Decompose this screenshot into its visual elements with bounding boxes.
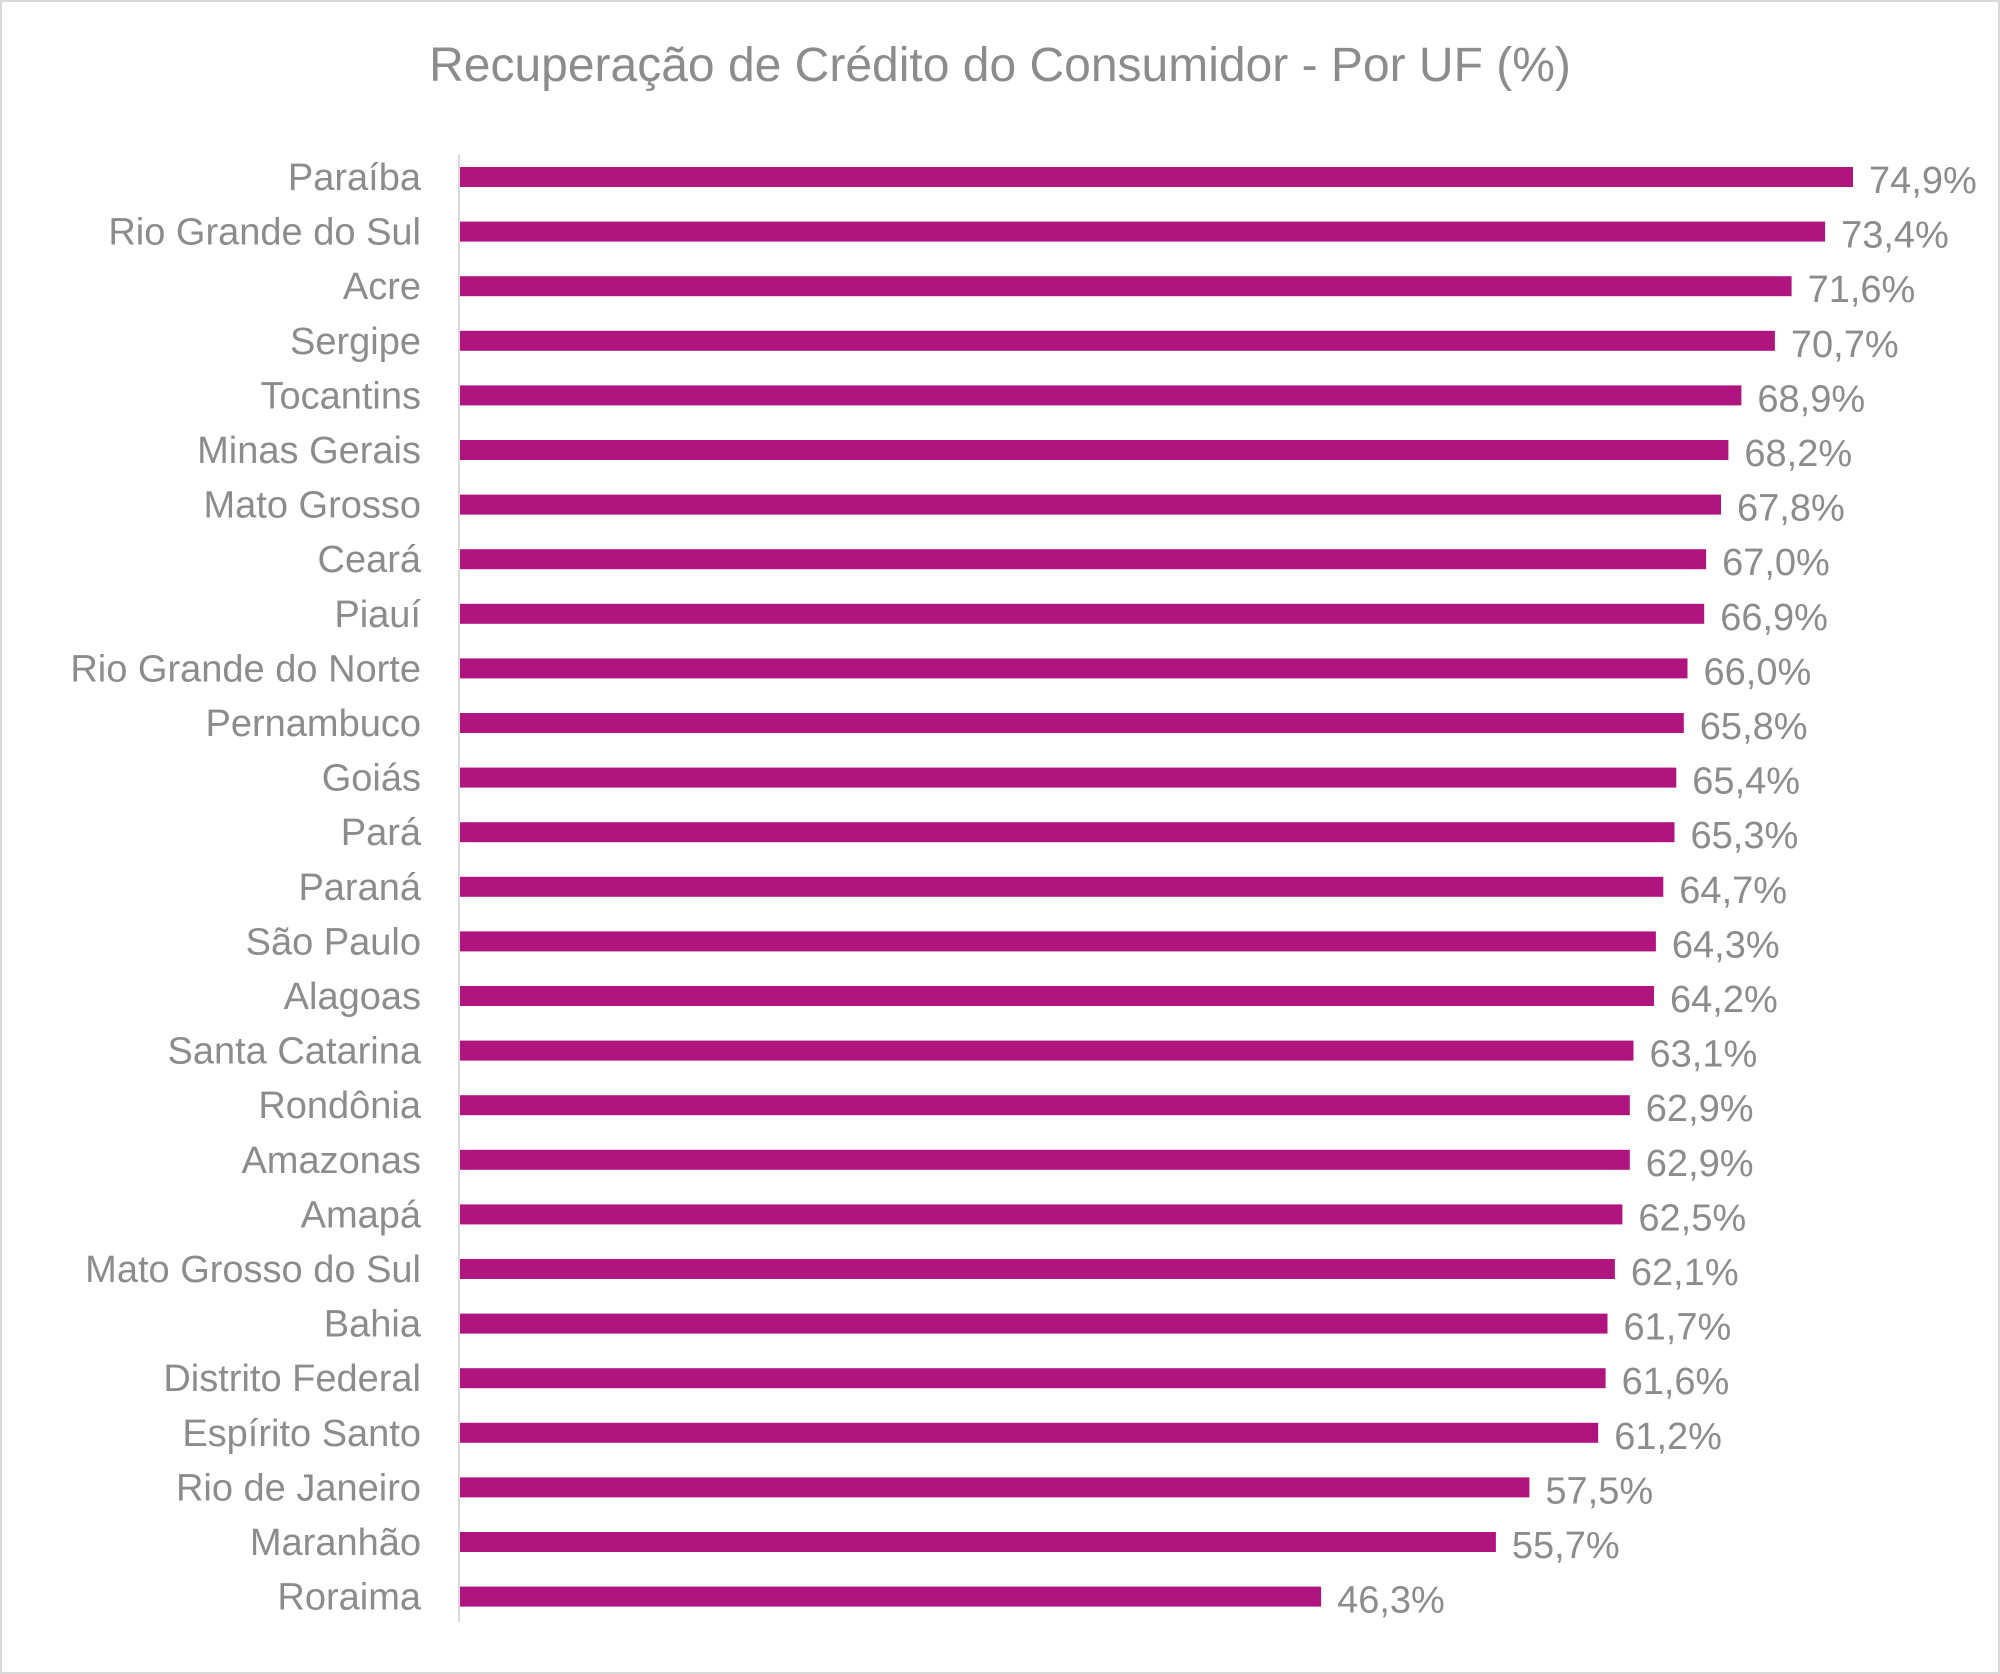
bar: [460, 549, 1707, 570]
data-label: 71,6%: [1808, 269, 1916, 311]
category-label: Pará: [341, 812, 422, 854]
bar: [460, 1422, 1599, 1443]
data-label: 64,3%: [1672, 924, 1780, 966]
bar: [460, 1477, 1530, 1498]
data-label: 65,4%: [1692, 761, 1800, 803]
data-label: 66,0%: [1704, 651, 1812, 693]
category-label: Mato Grosso: [203, 485, 421, 527]
bar: [460, 658, 1688, 679]
bar: [460, 1259, 1615, 1279]
category-label: Alagoas: [284, 976, 421, 1018]
bar: [460, 986, 1654, 1006]
category-label: Bahia: [324, 1304, 422, 1346]
data-label: 61,2%: [1614, 1416, 1722, 1458]
category-label: Paraíba: [288, 157, 422, 199]
category-label: Santa Catarina: [168, 1031, 422, 1073]
category-label: Rio de Janeiro: [176, 1467, 421, 1509]
data-label: 55,7%: [1512, 1525, 1620, 1567]
category-label: São Paulo: [246, 921, 421, 963]
data-label: 70,7%: [1791, 324, 1899, 366]
data-label: 57,5%: [1545, 1470, 1653, 1512]
category-label: Paraná: [298, 867, 421, 909]
category-label: Distrito Federal: [163, 1358, 421, 1400]
category-label: Maranhão: [250, 1522, 421, 1564]
data-label: 62,9%: [1646, 1143, 1754, 1185]
category-label: Mato Grosso do Sul: [85, 1249, 421, 1291]
category-label: Minas Gerais: [197, 430, 421, 472]
data-label: 46,3%: [1337, 1580, 1445, 1622]
bar: [460, 167, 1853, 187]
bar: [460, 1532, 1496, 1552]
data-label: 62,1%: [1631, 1252, 1739, 1294]
category-label: Ceará: [318, 539, 422, 581]
bar: [460, 494, 1721, 515]
bar: [460, 276, 1792, 297]
bar: [460, 1204, 1623, 1225]
data-label: 67,8%: [1737, 488, 1845, 530]
data-label: 68,9%: [1757, 378, 1865, 420]
bar: [460, 767, 1677, 788]
bar: [460, 1313, 1608, 1334]
category-label: Piauí: [334, 594, 421, 636]
bar: [460, 931, 1656, 952]
bar: [460, 221, 1826, 242]
data-label: 65,8%: [1700, 706, 1808, 748]
bar: [460, 603, 1705, 624]
category-label: Espírito Santo: [182, 1413, 421, 1455]
data-label: 64,7%: [1679, 870, 1787, 912]
bar: [460, 440, 1729, 460]
chart-title: Recuperação de Crédito do Consumidor - P…: [429, 39, 1571, 92]
data-label: 66,9%: [1720, 597, 1828, 639]
category-label: Tocantins: [260, 375, 421, 417]
bar: [460, 822, 1675, 843]
data-label: 73,4%: [1841, 215, 1949, 257]
category-label: Goiás: [322, 758, 421, 800]
category-label: Pernambuco: [206, 703, 421, 745]
data-label: 64,2%: [1670, 979, 1778, 1021]
bar: [460, 1149, 1630, 1170]
data-label: 61,6%: [1622, 1361, 1730, 1403]
category-label: Sergipe: [290, 321, 421, 363]
data-label: 67,0%: [1722, 542, 1830, 584]
category-label: Roraima: [277, 1577, 421, 1619]
bar: [460, 1368, 1606, 1389]
data-label: 74,9%: [1869, 160, 1977, 202]
data-label: 63,1%: [1650, 1034, 1758, 1076]
bar: [460, 1586, 1322, 1607]
bar: [460, 713, 1684, 733]
data-label: 68,2%: [1744, 433, 1852, 475]
bar: [460, 1040, 1634, 1061]
category-label: Acre: [343, 266, 421, 308]
data-label: 62,5%: [1638, 1197, 1746, 1239]
data-label: 62,9%: [1646, 1088, 1754, 1130]
data-label: 65,3%: [1691, 815, 1799, 857]
category-label: Amapá: [301, 1194, 422, 1236]
bar: [460, 385, 1742, 406]
category-label: Rondônia: [258, 1085, 422, 1127]
bar: [460, 1095, 1630, 1116]
bar: [460, 330, 1775, 351]
category-label: Rio Grande do Norte: [70, 648, 421, 690]
bar: [460, 876, 1664, 897]
category-label: Rio Grande do Sul: [108, 212, 421, 254]
data-label: 61,7%: [1624, 1307, 1732, 1349]
category-label: Amazonas: [241, 1140, 421, 1182]
